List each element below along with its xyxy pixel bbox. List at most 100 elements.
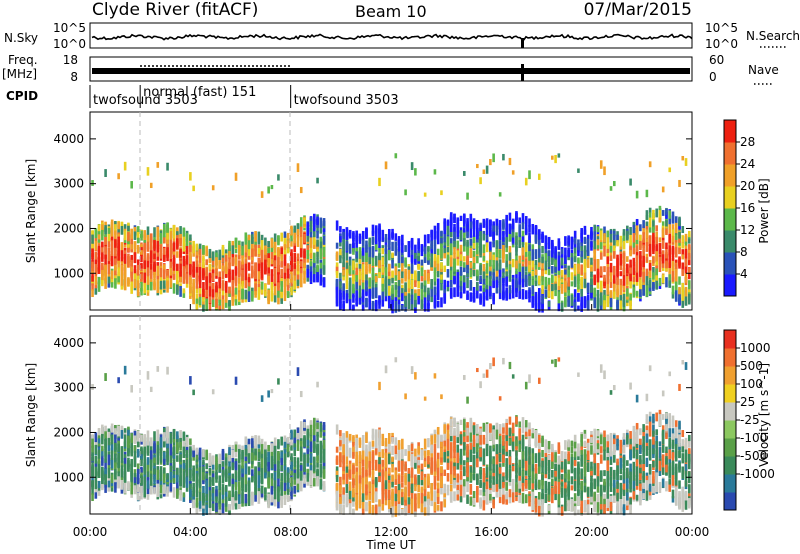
power-cell: [423, 297, 427, 308]
power-cell: [110, 246, 114, 258]
power-cell: [427, 296, 430, 306]
power-cell: [234, 240, 238, 248]
power-cell: [668, 258, 672, 268]
velocity-cell: [104, 457, 107, 463]
velocity-cell: [130, 473, 133, 483]
velocity-cell: [192, 450, 195, 458]
power-cell: [306, 234, 310, 242]
power-cell: [508, 265, 512, 271]
power-cell: [580, 254, 583, 263]
power-cell: [534, 280, 538, 287]
power-cell: [361, 247, 365, 256]
power-cell: [655, 208, 658, 218]
power-cell: [547, 256, 551, 267]
power-cell: [322, 235, 326, 245]
power-cell: [515, 266, 518, 275]
velocity-cell: [120, 446, 124, 455]
power-cell: [410, 239, 414, 248]
power-cell: [436, 263, 440, 272]
power-cell: [596, 236, 600, 242]
power-cell: [560, 257, 564, 266]
power-cell: [684, 248, 688, 259]
power-cell: [267, 275, 270, 285]
power-cell: [557, 274, 561, 281]
power-cell: [273, 293, 277, 303]
power-cell: [130, 266, 133, 272]
power-cell: [136, 232, 140, 238]
power-cell: [485, 289, 489, 301]
power-cell: [224, 292, 228, 301]
power-cell: [671, 260, 675, 272]
power-cell: [612, 234, 616, 243]
power-cell: [149, 182, 153, 189]
power-cell: [427, 258, 430, 264]
velocity-cell: [179, 489, 182, 501]
power-cell: [671, 292, 675, 299]
velocity-cell: [107, 454, 111, 466]
velocity-cell: [234, 444, 238, 452]
power-cell: [655, 268, 658, 276]
power-cell: [534, 264, 538, 273]
power-cell: [436, 230, 440, 237]
power-cell: [665, 260, 668, 269]
power-cell: [339, 299, 342, 309]
velocity-cell: [234, 482, 238, 490]
power-cell: [443, 232, 447, 240]
power-cell: [456, 272, 460, 279]
power-cell: [609, 297, 613, 308]
velocity-cell: [189, 376, 192, 385]
power-cell: [221, 268, 225, 280]
power-cell: [521, 247, 525, 256]
power-cell: [524, 242, 528, 252]
power-cell: [498, 259, 502, 267]
velocity-cell: [231, 500, 235, 510]
power-cell: [368, 256, 372, 265]
power-cell: [401, 263, 404, 272]
velocity-cell: [228, 447, 231, 457]
velocity-cell: [195, 476, 199, 488]
velocity-cell: [146, 471, 150, 478]
velocity-cell: [117, 377, 120, 384]
power-cell: [283, 278, 287, 288]
power-cell: [342, 303, 345, 311]
power-cell: [495, 240, 499, 249]
velocity-cell: [123, 434, 127, 445]
velocity-cell: [130, 385, 133, 393]
velocity-cell: [198, 492, 202, 502]
power-cell: [368, 299, 372, 310]
power-cell: [567, 235, 570, 244]
power-cell: [603, 166, 606, 176]
power-cell: [384, 244, 388, 252]
power-cell: [257, 257, 261, 264]
velocity-cell: [182, 492, 186, 498]
power-cell: [352, 260, 355, 271]
power-cell: [502, 153, 505, 161]
velocity-cell: [192, 389, 195, 396]
power-cell: [414, 289, 417, 296]
power-cell: [312, 234, 316, 244]
velocity-cell: [146, 457, 150, 465]
power-cell: [495, 219, 499, 229]
velocity-cell: [133, 477, 137, 484]
noise-left-label: N.Sky: [4, 31, 38, 45]
velocity-cell: [127, 436, 130, 446]
power-cell: [322, 247, 326, 258]
power-cell: [658, 205, 662, 212]
power-cell: [554, 287, 557, 297]
power-cell: [521, 272, 525, 279]
power-cell: [254, 249, 257, 257]
power-cell: [619, 254, 623, 265]
power-cell: [224, 264, 228, 270]
power-cell: [511, 279, 515, 288]
power-cell: [107, 279, 111, 288]
power-cell: [472, 264, 476, 275]
power-cell: [583, 269, 587, 279]
power-cell: [270, 269, 274, 276]
velocity-cell: [133, 435, 137, 444]
power-cell: [635, 218, 639, 226]
power-cell: [534, 269, 538, 276]
power-cell: [655, 244, 658, 254]
power-cell: [443, 289, 447, 295]
power-cell: [541, 274, 544, 286]
power-cell: [355, 235, 358, 241]
